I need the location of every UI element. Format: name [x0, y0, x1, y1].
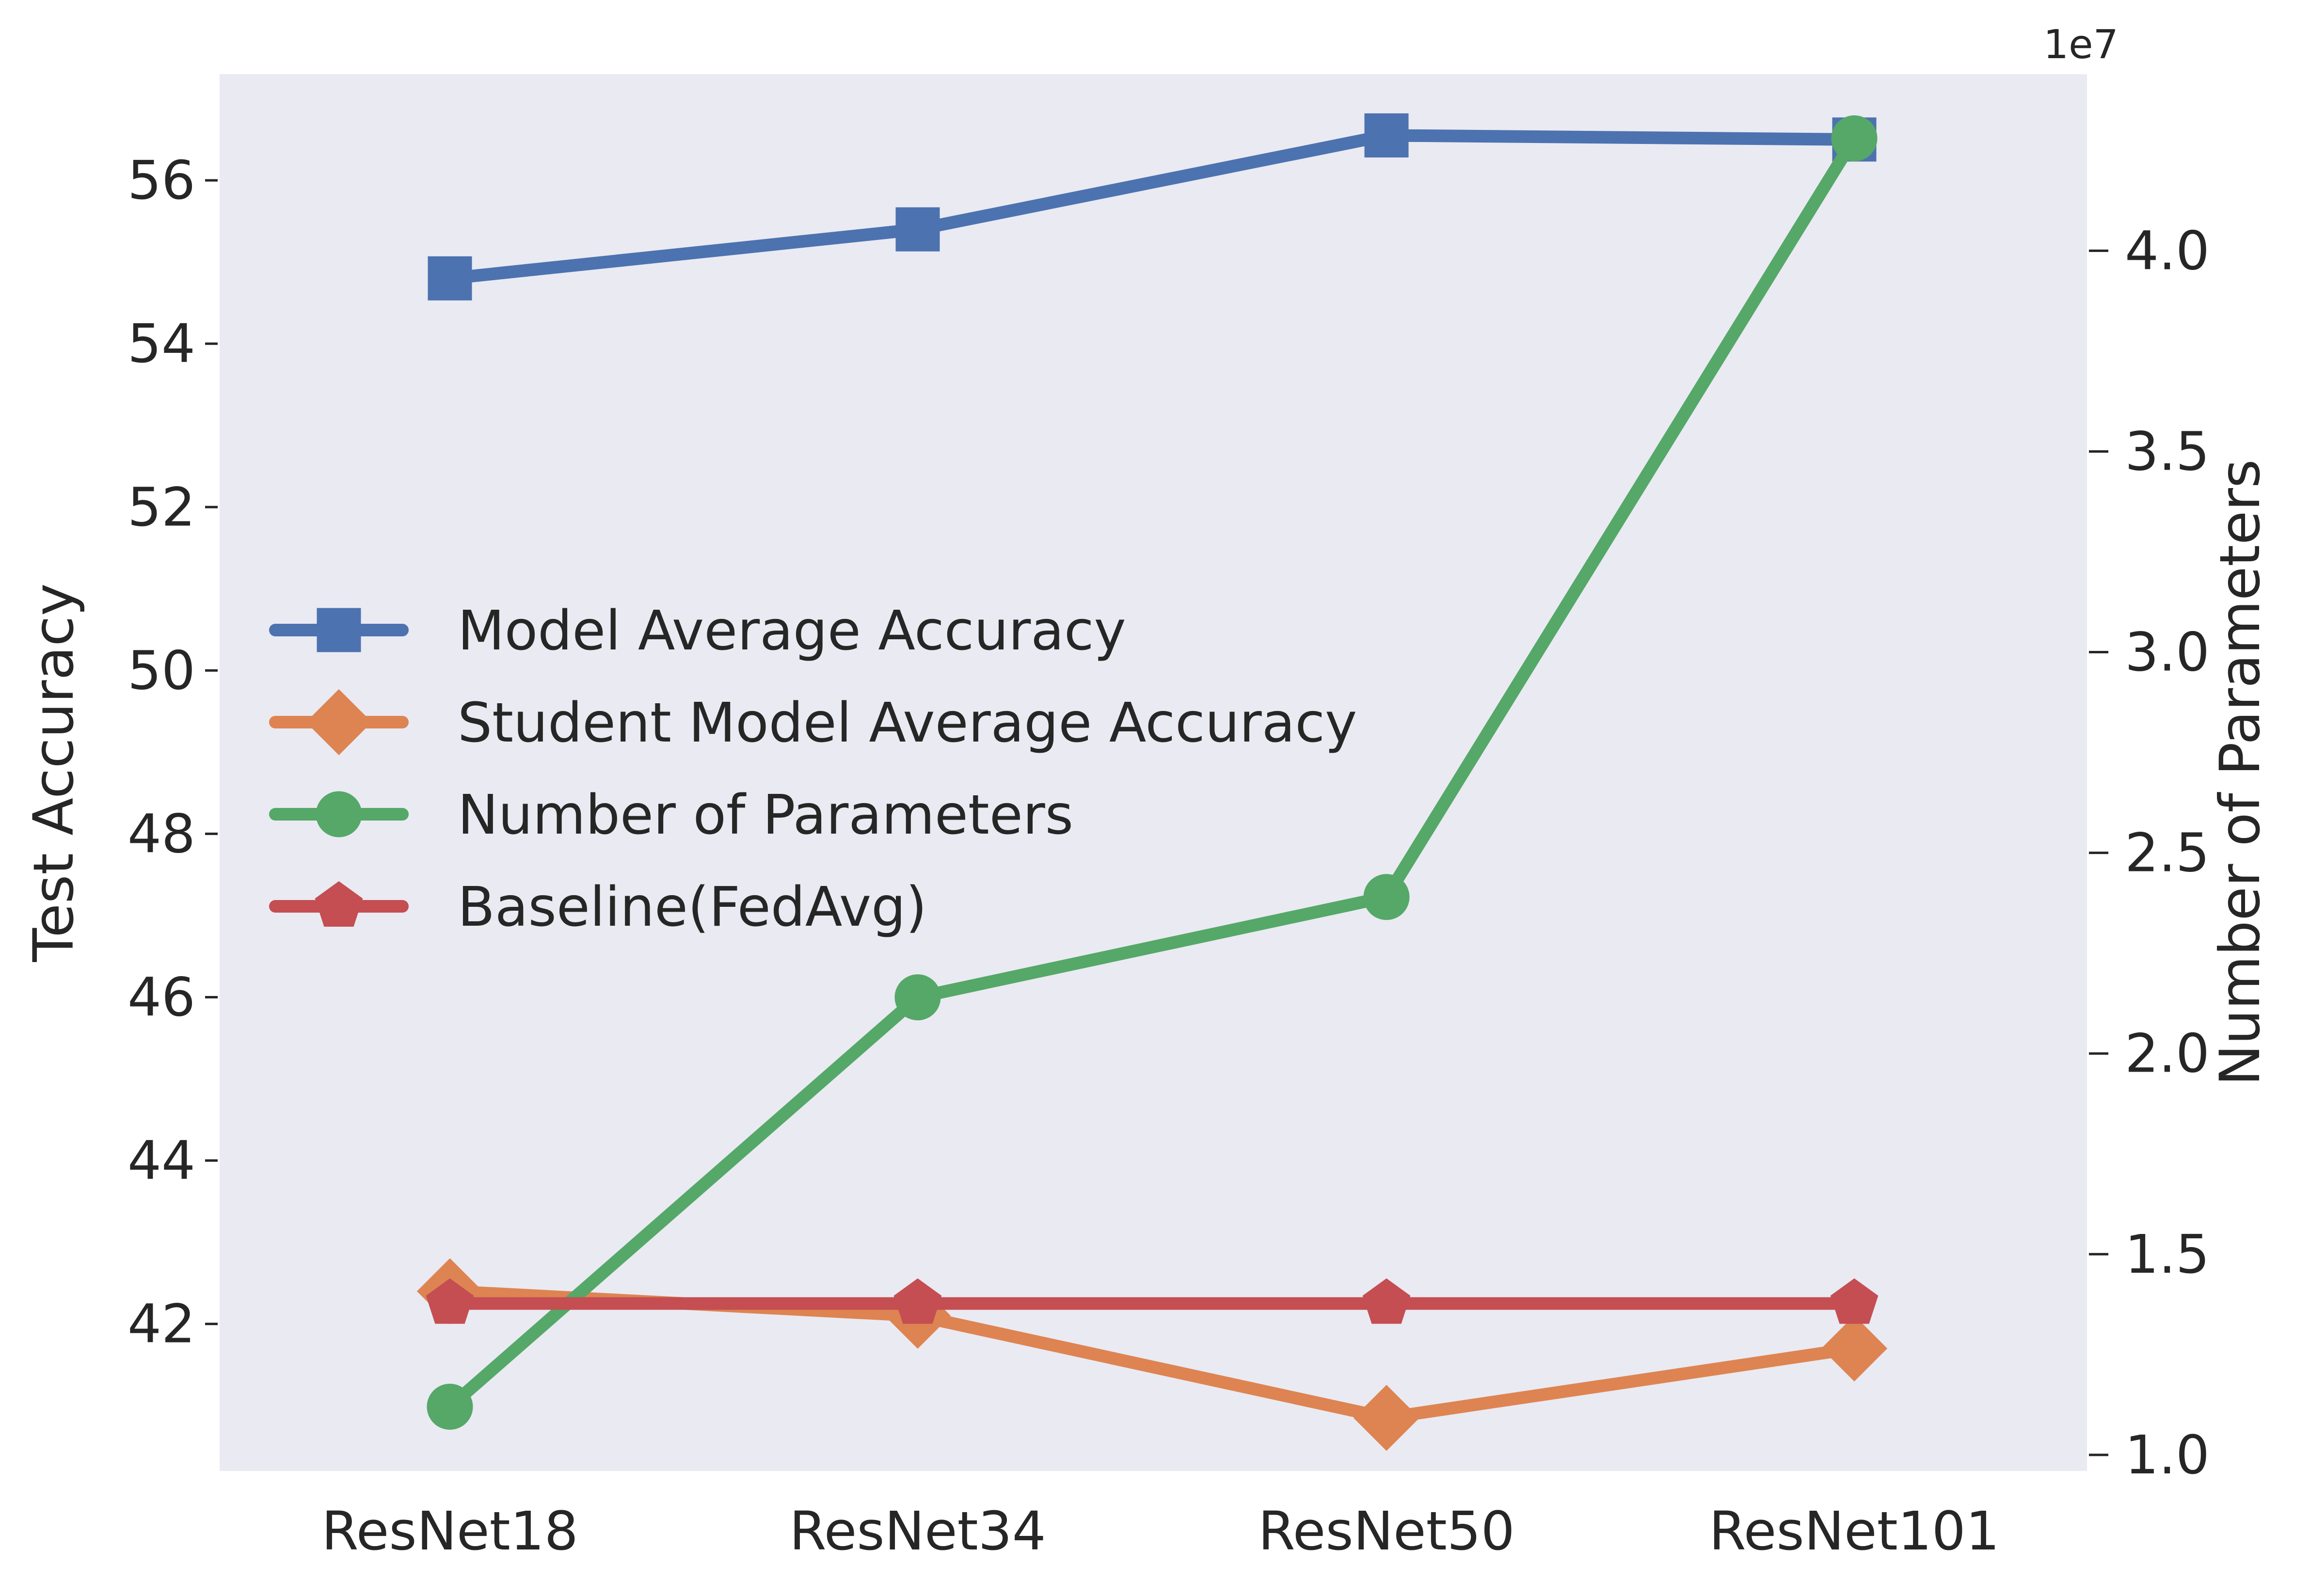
data-point	[428, 256, 472, 300]
legend-label: Student Model Average Accuracy	[458, 692, 1357, 755]
data-point	[893, 1278, 942, 1324]
left-tick-label: 54	[127, 313, 195, 375]
series-layer	[416, 113, 1888, 1451]
right-axis-title: Number of Parameters	[2208, 459, 2272, 1086]
left-tick-label: 44	[127, 1130, 195, 1192]
data-point	[426, 1278, 474, 1324]
legend-marker	[317, 608, 361, 652]
legend: Model Average Accuracy Student Model Aver…	[269, 600, 1357, 939]
data-point	[1831, 115, 1878, 162]
data-point	[1830, 1278, 1879, 1324]
left-tick-label: 52	[127, 476, 195, 538]
x-tick-label: ResNet50	[1258, 1500, 1515, 1562]
right-tick-label: 4.0	[2125, 220, 2210, 282]
right-tick-label: 1.0	[2125, 1424, 2210, 1486]
legend-label: Baseline(FedAvg)	[458, 876, 927, 939]
x-tick-label: ResNet34	[789, 1500, 1046, 1562]
left-axis-title: Test Accuracy	[21, 583, 86, 962]
legend-marker	[305, 689, 372, 756]
series-line	[444, 129, 1861, 285]
legend-item: Number of Parameters	[269, 784, 1073, 847]
left-tick-label: 50	[127, 639, 195, 701]
series-line	[444, 132, 1861, 1413]
right-axis-offset-label: 1e7	[2043, 22, 2119, 68]
right-tick-label: 2.0	[2125, 1023, 2210, 1085]
data-point	[1353, 1385, 1420, 1451]
legend-marker	[315, 881, 363, 927]
data-point	[895, 207, 940, 252]
data-point	[1362, 1278, 1411, 1324]
legend-item: Baseline(FedAvg)	[269, 876, 927, 939]
x-tick-label: ResNet18	[321, 1500, 578, 1562]
legend-label: Number of Parameters	[458, 784, 1073, 847]
left-tick-label: 42	[127, 1293, 195, 1355]
right-axis: 1.0 1.5 2.0 2.5 3.0 3.5 4.0	[2089, 220, 2210, 1486]
legend-item: Model Average Accuracy	[269, 600, 1126, 663]
left-tick-label: 48	[127, 803, 195, 865]
left-tick-label: 56	[127, 149, 195, 211]
data-point	[1821, 1315, 1888, 1382]
legend-item: Student Model Average Accuracy	[269, 689, 1357, 756]
right-tick-label: 2.5	[2125, 822, 2210, 884]
plot-background	[220, 74, 2087, 1471]
right-tick-label: 1.5	[2125, 1223, 2210, 1285]
data-point	[1364, 113, 1409, 158]
left-axis: 42 44 46 48 50 52 54 56	[127, 149, 218, 1355]
x-axis: ResNet18 ResNet34 ResNet50 ResNet101	[321, 1500, 2000, 1562]
data-point	[427, 1383, 473, 1430]
series-baseline-fedavg	[426, 1278, 1879, 1324]
right-tick-label: 3.5	[2125, 420, 2210, 482]
data-point	[894, 974, 941, 1021]
legend-label: Model Average Accuracy	[458, 600, 1126, 663]
right-tick-label: 3.0	[2125, 621, 2210, 683]
series-number-of-parameters	[427, 115, 1878, 1430]
left-tick-label: 46	[127, 966, 195, 1028]
data-point	[1363, 874, 1410, 920]
x-tick-label: ResNet101	[1709, 1500, 2000, 1562]
legend-marker	[316, 791, 362, 838]
